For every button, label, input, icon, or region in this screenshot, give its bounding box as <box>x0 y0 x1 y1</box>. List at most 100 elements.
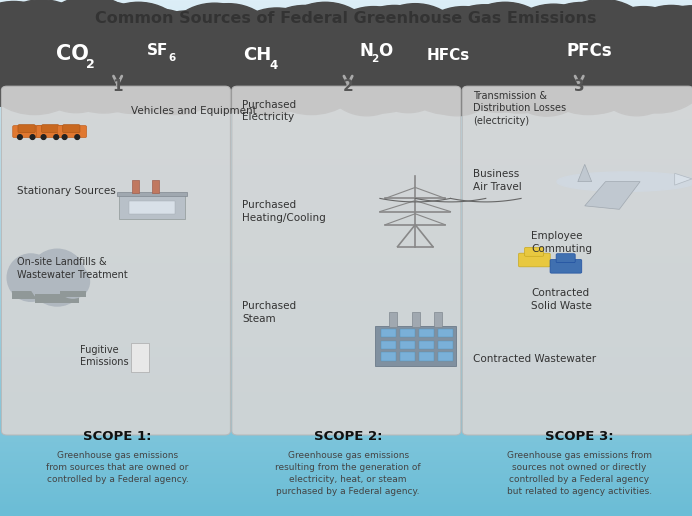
Polygon shape <box>675 173 692 185</box>
Ellipse shape <box>471 44 567 113</box>
Text: SCOPE 1:: SCOPE 1: <box>84 429 152 443</box>
Text: 4: 4 <box>270 58 278 72</box>
FancyBboxPatch shape <box>518 253 550 267</box>
FancyBboxPatch shape <box>131 343 149 372</box>
Ellipse shape <box>332 44 429 113</box>
Ellipse shape <box>31 30 121 112</box>
Text: N: N <box>360 42 374 59</box>
FancyBboxPatch shape <box>438 352 453 361</box>
Ellipse shape <box>125 45 221 115</box>
Text: 6: 6 <box>169 53 176 63</box>
Text: SCOPE 2:: SCOPE 2: <box>314 429 382 443</box>
Ellipse shape <box>163 3 266 92</box>
Text: On-site Landfills &
Wastewater Treatment: On-site Landfills & Wastewater Treatment <box>17 257 128 280</box>
FancyBboxPatch shape <box>232 86 461 435</box>
Ellipse shape <box>30 135 35 139</box>
Ellipse shape <box>254 6 355 92</box>
FancyBboxPatch shape <box>152 181 159 193</box>
Text: Greenhouse gas emissions from
sources not owned or directly
controlled by a Fede: Greenhouse gas emissions from sources no… <box>507 452 652 496</box>
Ellipse shape <box>0 9 48 106</box>
FancyBboxPatch shape <box>118 191 187 197</box>
FancyBboxPatch shape <box>438 329 453 337</box>
FancyBboxPatch shape <box>18 125 35 133</box>
Text: 2: 2 <box>86 58 94 71</box>
Ellipse shape <box>57 2 158 89</box>
FancyBboxPatch shape <box>401 329 415 337</box>
Ellipse shape <box>135 11 239 108</box>
Text: HFCs: HFCs <box>427 47 470 63</box>
FancyBboxPatch shape <box>57 125 86 137</box>
FancyBboxPatch shape <box>129 201 176 214</box>
Ellipse shape <box>56 265 89 298</box>
FancyBboxPatch shape <box>131 181 139 193</box>
FancyBboxPatch shape <box>419 329 434 337</box>
Ellipse shape <box>179 34 264 112</box>
FancyBboxPatch shape <box>60 291 86 297</box>
Ellipse shape <box>174 4 282 105</box>
FancyBboxPatch shape <box>374 326 455 366</box>
FancyBboxPatch shape <box>381 329 396 337</box>
FancyBboxPatch shape <box>37 125 66 137</box>
Ellipse shape <box>0 0 97 104</box>
Text: Purchased
Steam: Purchased Steam <box>242 301 296 324</box>
Text: Employee
Commuting: Employee Commuting <box>531 231 592 254</box>
FancyBboxPatch shape <box>438 341 453 349</box>
Text: PFCs: PFCs <box>567 42 612 60</box>
Ellipse shape <box>111 9 208 92</box>
Ellipse shape <box>42 135 46 139</box>
Ellipse shape <box>194 44 291 113</box>
Ellipse shape <box>270 2 381 106</box>
Ellipse shape <box>55 44 152 113</box>
Ellipse shape <box>621 6 692 92</box>
Text: Vehicles and Equipment: Vehicles and Equipment <box>131 106 257 116</box>
Ellipse shape <box>7 254 55 301</box>
Text: Business
Air Travel: Business Air Travel <box>473 169 521 192</box>
Ellipse shape <box>401 45 498 115</box>
Ellipse shape <box>274 32 363 112</box>
Ellipse shape <box>223 8 331 108</box>
Text: Common Sources of Federal Greenhouse Gas Emissions: Common Sources of Federal Greenhouse Gas… <box>95 10 597 26</box>
FancyBboxPatch shape <box>12 292 49 299</box>
FancyBboxPatch shape <box>12 125 42 137</box>
Ellipse shape <box>17 135 22 139</box>
Ellipse shape <box>0 2 66 91</box>
Ellipse shape <box>29 249 86 306</box>
Text: CH: CH <box>244 46 271 64</box>
Ellipse shape <box>83 2 194 106</box>
Ellipse shape <box>529 3 633 92</box>
FancyBboxPatch shape <box>419 341 434 349</box>
Ellipse shape <box>588 7 692 109</box>
Ellipse shape <box>450 2 561 106</box>
FancyBboxPatch shape <box>525 247 544 256</box>
Ellipse shape <box>0 45 83 115</box>
Text: 3: 3 <box>574 79 585 94</box>
Ellipse shape <box>502 35 592 116</box>
Text: Contracted
Solid Waste: Contracted Solid Waste <box>531 288 592 311</box>
FancyBboxPatch shape <box>401 352 415 361</box>
Polygon shape <box>578 164 592 182</box>
Text: Transmission &
Distribution Losses
(electricity): Transmission & Distribution Losses (elec… <box>473 91 566 126</box>
FancyBboxPatch shape <box>419 352 434 361</box>
FancyBboxPatch shape <box>462 86 692 435</box>
FancyBboxPatch shape <box>35 294 80 303</box>
Ellipse shape <box>593 37 680 116</box>
Ellipse shape <box>344 6 445 92</box>
Text: Purchased
Heating/Cooling: Purchased Heating/Cooling <box>242 200 326 223</box>
FancyBboxPatch shape <box>63 125 80 133</box>
Ellipse shape <box>557 172 692 191</box>
Ellipse shape <box>31 0 149 107</box>
Ellipse shape <box>318 7 429 109</box>
Text: Purchased
Electricity: Purchased Electricity <box>242 100 296 122</box>
FancyBboxPatch shape <box>401 341 415 349</box>
Text: CO: CO <box>56 44 89 64</box>
Ellipse shape <box>54 135 59 139</box>
Ellipse shape <box>226 37 313 116</box>
Text: 2: 2 <box>372 54 379 64</box>
Text: SF: SF <box>147 42 168 58</box>
Ellipse shape <box>497 4 610 109</box>
Text: Stationary Sources: Stationary Sources <box>17 186 116 196</box>
Ellipse shape <box>545 0 659 106</box>
Ellipse shape <box>138 38 221 115</box>
Ellipse shape <box>86 33 176 114</box>
Ellipse shape <box>540 45 637 115</box>
